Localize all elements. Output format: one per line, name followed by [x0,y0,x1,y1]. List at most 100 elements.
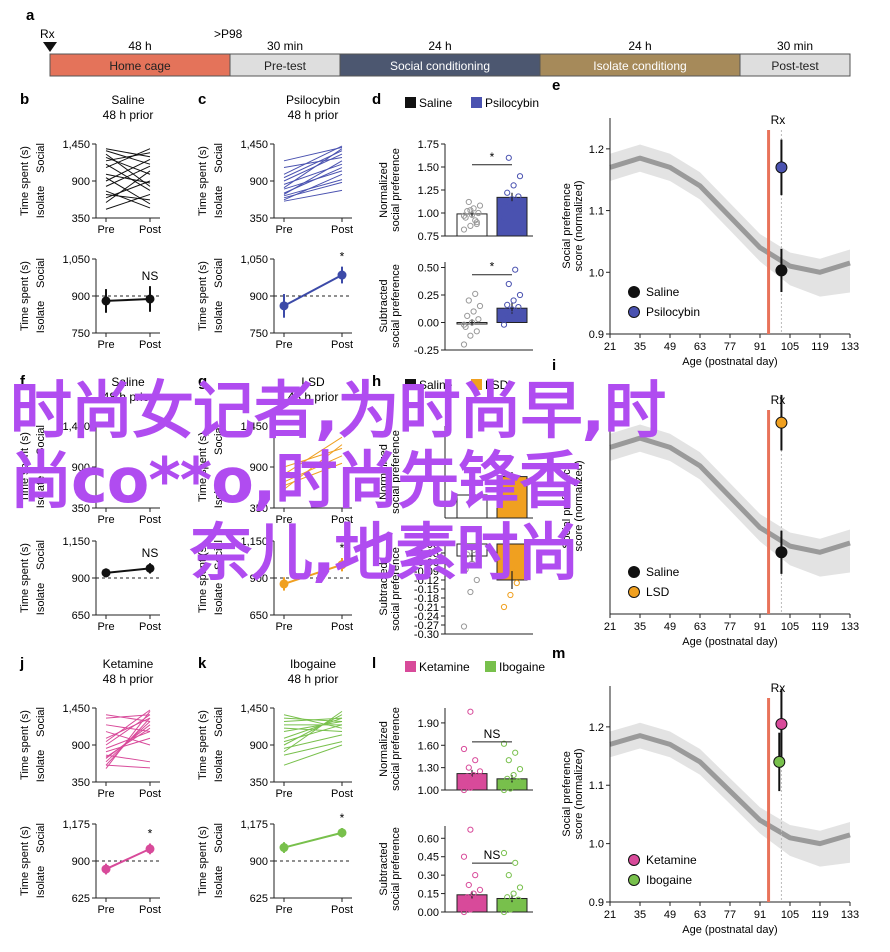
data-point [467,332,474,339]
y-tick-label: 1,175 [240,819,268,831]
panel-title: Ketamine [103,657,154,671]
x-tick-label: Pre [275,224,292,236]
data-point [775,264,788,277]
legend-marker [628,874,640,886]
x-tick-label: 49 [664,341,676,353]
individual-line [283,179,343,197]
x-tick-label: Pre [97,621,114,633]
x-axis-label: Age (postnatal day) [682,356,777,368]
data-point [467,826,474,833]
data-point [508,306,516,313]
y-axis-label: Time spent (s) [197,432,209,502]
y-tick-label: 900 [72,856,90,868]
rx-label: Rx [771,393,786,407]
individual-line [283,455,343,483]
individual-line [283,153,343,182]
y-tick-label: 625 [250,893,268,905]
data-point [467,784,474,791]
timeline-segment-label: Isolate conditiong [593,59,686,73]
data-point [513,200,520,207]
y-tick-label: 0.50 [418,263,439,275]
significance-label: * [148,827,153,841]
data-point [500,603,508,611]
y-axis-social-label: Social [35,425,47,455]
y-axis-isolate-label: Isolate [35,750,47,782]
data-point [502,198,509,206]
y-tick-label: 1.75 [418,139,439,151]
x-tick-label: Pre [97,904,114,916]
x-tick-label: 21 [604,341,616,353]
panel-letter-g: g [198,373,207,390]
data-point [462,779,469,786]
y-tick-label: 1,150 [62,536,90,548]
individual-line [105,714,151,722]
data-point [775,161,788,174]
x-tick-label: Post [331,621,353,633]
data-point [473,220,480,228]
panel-g2: 650 900 1,150 Pre Post Time spent (s) Social Is… [197,536,353,633]
panel-letter-j: j [19,655,24,672]
significance-label: NS [142,269,159,283]
data-point [510,771,517,779]
y-tick-label: 1.90 [418,718,439,730]
individual-line [105,193,151,210]
data-point [516,173,524,180]
mean-point [145,294,155,304]
legend-swatch [485,661,496,672]
data-point [473,219,480,226]
y-axis-label: Time spent (s) [197,146,209,216]
y-tick-label: 0.9 [589,897,604,909]
y-tick-label: 1.50 [418,162,439,174]
y-axis-label: Time spent (s) [197,543,209,613]
mean-line [283,563,343,585]
timeline-segment-label: Social conditioning [390,59,490,73]
timeline: a Rx >P98 48 h Home cage 30 min Pre-test 24 … [26,7,851,77]
mean-line [105,567,151,574]
individual-line [105,163,151,191]
mean-line [105,297,151,302]
data-point [507,313,514,321]
y-tick-label: 0.75 [418,231,439,243]
legend-swatch [471,97,482,108]
y-axis-label: Time spent (s) [19,432,31,502]
mean-line [105,847,151,870]
individual-line [283,724,343,743]
y-axis-isolate-label: Isolate [35,186,47,218]
data-point [464,208,471,215]
x-tick-label: Post [331,514,353,526]
panel-subtitle: 48 h prior [103,390,154,404]
y-axis-label: Time spent (s) [19,261,31,331]
data-point [462,566,469,573]
data-point [467,222,474,229]
data-point [504,894,511,901]
x-tick-label: Post [139,224,161,236]
timeline-duration: 48 h [128,39,151,53]
panel-letter-b: b [20,91,29,108]
y-axis-label: Time spent (s) [19,826,31,896]
x-tick-label: 105 [781,621,799,633]
mean-line [283,274,343,307]
rx-triangle-icon [43,42,57,52]
x-tick-label: 133 [841,341,859,353]
x-tick-label: Pre [275,514,292,526]
y-tick-label: 1,450 [240,139,268,151]
x-tick-label: Post [139,514,161,526]
data-point [460,341,468,348]
individual-line [105,731,151,746]
y-tick-label: 900 [72,573,90,585]
y-tick-label: 1,450 [240,703,268,715]
individual-line [105,724,151,733]
data-point [460,908,468,916]
y-axis-social-label: Social [213,425,225,455]
y-axis-isolate-label: Isolate [213,750,225,782]
data-point [775,416,788,429]
y-tick-label: -0.03 [414,548,439,560]
y-tick-label: 1.25 [418,185,439,197]
individual-line [283,462,343,487]
data-point [512,859,519,866]
y-tick-label: 1,150 [240,536,268,548]
y-axis-label-1: Social preference [561,751,573,837]
legend-swatch [405,661,416,672]
individual-line [283,145,343,175]
